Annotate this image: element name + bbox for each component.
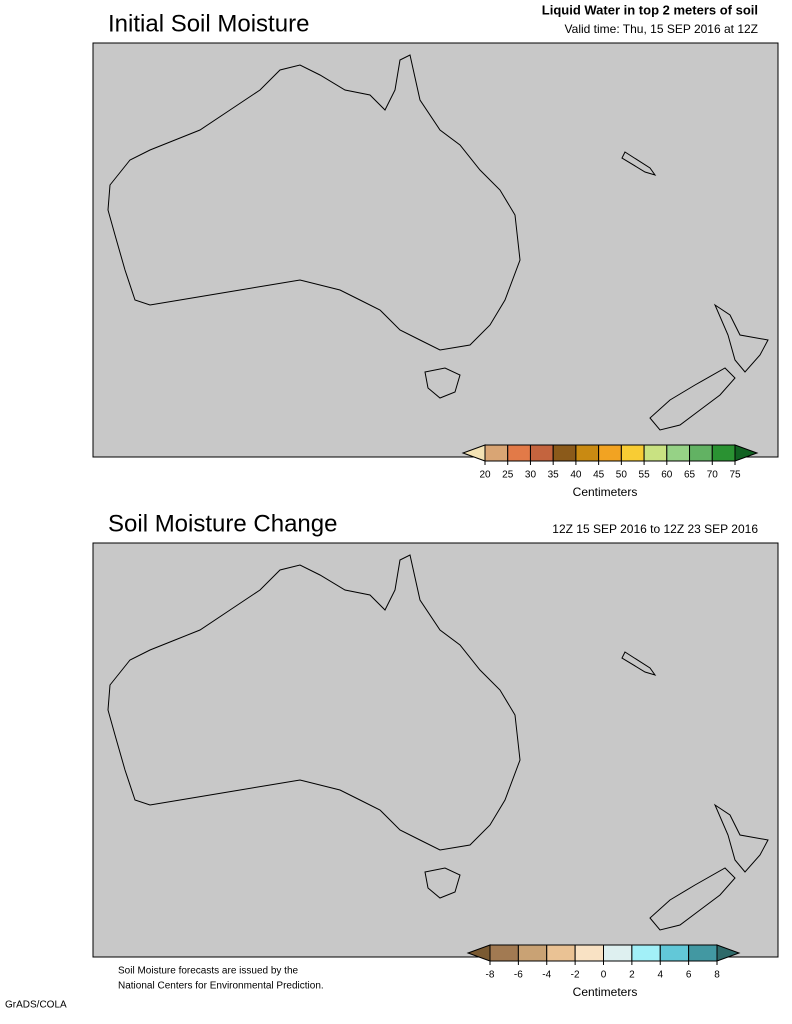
panel-title: Soil Moisture Change	[108, 510, 337, 537]
colorbar-tick-label: 30	[525, 470, 537, 481]
colorbar-tick-label: 70	[707, 470, 719, 481]
map-frame	[92, 542, 779, 958]
colorbar-tick-label: 6	[686, 970, 692, 981]
colorbar-swatch	[489, 944, 519, 962]
map-frame	[92, 42, 779, 458]
colorbar-swatch	[529, 444, 554, 462]
colorbar-tick-label: -4	[542, 970, 551, 981]
colorbar-tick-label: 40	[570, 470, 582, 481]
colorbar-tick-label: 2	[629, 970, 635, 981]
credit: GrADS/COLA	[5, 1000, 67, 1011]
colorbar-tick-label: 75	[729, 470, 741, 481]
colorbar-swatch	[574, 944, 604, 962]
panel-subtitle: Liquid Water in top 2 meters of soil	[542, 2, 758, 17]
colorbar-tick-label: 60	[661, 470, 673, 481]
colorbar-swatch	[598, 444, 622, 462]
footnote: National Centers for Environmental Predi…	[118, 981, 324, 992]
colorbar-swatch	[546, 944, 576, 962]
colorbar-arrow	[734, 444, 759, 462]
colorbar-tick-label: 4	[657, 970, 663, 981]
colorbar-label: Centimeters	[573, 985, 638, 999]
footnote: Soil Moisture forecasts are issued by th…	[118, 966, 299, 977]
valid-time: Valid time: Thu, 15 SEP 2016 at 12Z	[565, 22, 758, 36]
colorbar-tick-label: 8	[714, 970, 720, 981]
colorbar-swatch	[631, 944, 661, 962]
colorbar-swatch	[484, 444, 509, 462]
colorbar-swatch	[620, 444, 645, 462]
colorbar-tick-label: 0	[601, 970, 607, 981]
panel-title: Initial Soil Moisture	[108, 10, 309, 37]
colorbar: -8 -6 -4 -2 0 2 4 6 8	[466, 944, 741, 981]
colorbar-swatch	[552, 444, 577, 462]
valid-time: 12Z 15 SEP 2016 to 12Z 23 SEP 2016	[552, 522, 758, 536]
colorbar-tick-label: 45	[593, 470, 605, 481]
colorbar-tick-label: -6	[514, 970, 523, 981]
colorbar-swatch	[643, 444, 668, 462]
colorbar-swatch	[666, 444, 691, 462]
colorbar: 20 25 30 35 40 45 50 55 60 65 70 75	[461, 444, 759, 481]
colorbar-arrow	[716, 944, 741, 962]
colorbar-swatch	[603, 944, 633, 962]
colorbar-tick-label: 50	[616, 470, 628, 481]
colorbar-swatch	[507, 444, 531, 462]
colorbar-swatch	[517, 944, 548, 962]
colorbar-label: Centimeters	[573, 485, 638, 499]
colorbar-tick-label: -2	[571, 970, 580, 981]
colorbar-tick-label: -8	[486, 970, 495, 981]
colorbar-swatch	[659, 944, 690, 962]
colorbar-tick-label: 65	[684, 470, 696, 481]
colorbar-swatch	[575, 444, 600, 462]
colorbar-swatch	[711, 444, 736, 462]
colorbar-swatch	[689, 444, 713, 462]
colorbar-tick-label: 55	[639, 470, 651, 481]
colorbar-tick-label: 25	[502, 470, 514, 481]
colorbar-tick-label: 20	[479, 470, 491, 481]
colorbar-swatch	[688, 944, 718, 962]
colorbar-tick-label: 35	[548, 470, 560, 481]
